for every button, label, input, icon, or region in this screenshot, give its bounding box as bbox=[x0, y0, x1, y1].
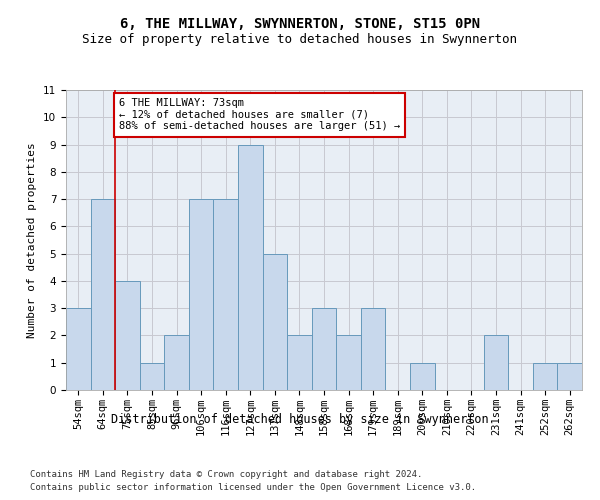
Bar bbox=[336, 336, 361, 390]
Bar bbox=[214, 199, 238, 390]
Bar bbox=[410, 362, 434, 390]
Bar bbox=[164, 336, 189, 390]
Bar bbox=[115, 281, 140, 390]
Bar bbox=[361, 308, 385, 390]
Text: Size of property relative to detached houses in Swynnerton: Size of property relative to detached ho… bbox=[83, 32, 517, 46]
Bar bbox=[91, 199, 115, 390]
Y-axis label: Number of detached properties: Number of detached properties bbox=[28, 142, 37, 338]
Bar bbox=[189, 199, 214, 390]
Bar bbox=[312, 308, 336, 390]
Text: 6, THE MILLWAY, SWYNNERTON, STONE, ST15 0PN: 6, THE MILLWAY, SWYNNERTON, STONE, ST15 … bbox=[120, 18, 480, 32]
Bar bbox=[263, 254, 287, 390]
Bar bbox=[484, 336, 508, 390]
Bar bbox=[66, 308, 91, 390]
Text: Contains HM Land Registry data © Crown copyright and database right 2024.: Contains HM Land Registry data © Crown c… bbox=[30, 470, 422, 479]
Bar bbox=[557, 362, 582, 390]
Text: 6 THE MILLWAY: 73sqm
← 12% of detached houses are smaller (7)
88% of semi-detach: 6 THE MILLWAY: 73sqm ← 12% of detached h… bbox=[119, 98, 400, 132]
Text: Distribution of detached houses by size in Swynnerton: Distribution of detached houses by size … bbox=[111, 412, 489, 426]
Bar bbox=[533, 362, 557, 390]
Text: Contains public sector information licensed under the Open Government Licence v3: Contains public sector information licen… bbox=[30, 482, 476, 492]
Bar bbox=[238, 144, 263, 390]
Bar bbox=[140, 362, 164, 390]
Bar bbox=[287, 336, 312, 390]
